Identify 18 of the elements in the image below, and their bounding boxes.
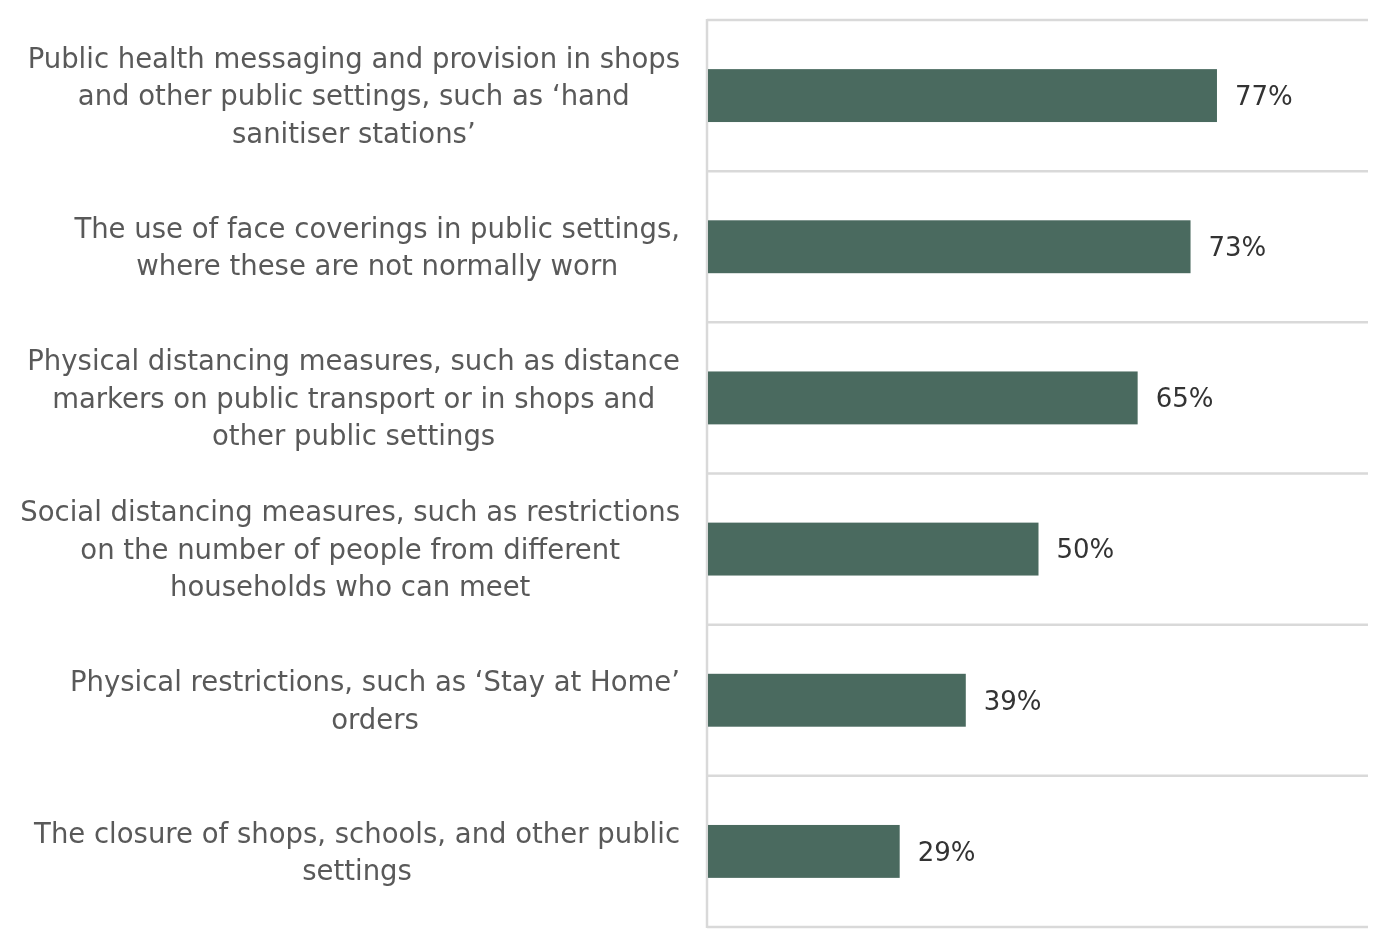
bar	[708, 371, 1138, 425]
y-tick-label: Physical distancing measures, such as distance markers on public transport or in shops and other public settings	[27, 344, 681, 452]
y-tick-label: The closure of shops, schools, and other public settings	[33, 816, 680, 887]
bar	[708, 220, 1191, 274]
y-tick-label: Public health messaging and provision in shops and other public settings, such as ‘hand sanitiser stations’	[27, 41, 680, 149]
data-label: 65%	[1155, 383, 1214, 414]
bar	[708, 824, 900, 878]
bar	[708, 673, 966, 727]
data-label: 39%	[983, 685, 1042, 716]
y-tick-label: Physical restrictions, such as ‘Stay at Home’ orders	[69, 665, 681, 735]
data-label: 50%	[1056, 534, 1115, 565]
data-label: 77%	[1234, 80, 1293, 111]
bar	[708, 69, 1217, 123]
y-tick-label: Social distancing measures, such as restrictions on the number of people from different households who can meet	[20, 495, 680, 603]
y-tick-label: The use of face coverings in public settings, where these are not normally worn	[73, 211, 680, 282]
data-label: 73%	[1208, 232, 1267, 263]
bar	[708, 522, 1039, 576]
data-label: 29%	[917, 836, 976, 867]
